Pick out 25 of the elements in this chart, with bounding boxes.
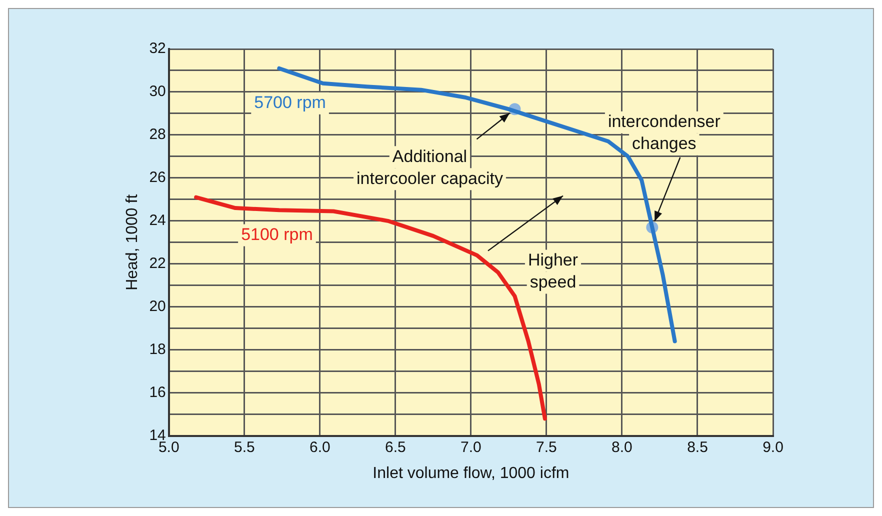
y-tick-label: 26 xyxy=(149,169,166,186)
annotation: Higher speed xyxy=(528,250,578,292)
y-axis-title: Head, 1000 ft xyxy=(124,194,142,290)
annotation: intercondenser changes xyxy=(608,112,721,154)
x-tick-label: 7.5 xyxy=(536,438,557,456)
series-label: 5100 rpm xyxy=(241,224,313,244)
y-tick-label: 18 xyxy=(149,340,166,358)
y-tick-label: 24 xyxy=(149,212,166,230)
y-tick-label: 28 xyxy=(149,126,166,144)
series-label: 5700 rpm xyxy=(254,93,326,112)
x-axis-title: Inlet volume flow, 1000 icfm xyxy=(372,464,570,482)
y-tick-label: 20 xyxy=(149,298,166,316)
x-tick-label: 9.0 xyxy=(762,438,784,456)
y-tick-label: 16 xyxy=(149,384,166,401)
y-tick-label: 22 xyxy=(149,255,166,272)
annotation: Additional intercooler capacity xyxy=(356,146,504,188)
x-tick-label: 8.0 xyxy=(612,438,632,456)
x-tick-label: 6.0 xyxy=(309,438,330,456)
x-tick-label: 7.0 xyxy=(460,438,482,456)
x-tick-label: 8.5 xyxy=(687,438,708,456)
x-tick-label: 6.5 xyxy=(385,438,406,456)
y-tick-label: 30 xyxy=(149,83,166,100)
x-tick-label: 5.5 xyxy=(234,438,255,456)
y-tick-label: 32 xyxy=(149,40,166,58)
x-tick-label: 5.0 xyxy=(158,438,180,456)
